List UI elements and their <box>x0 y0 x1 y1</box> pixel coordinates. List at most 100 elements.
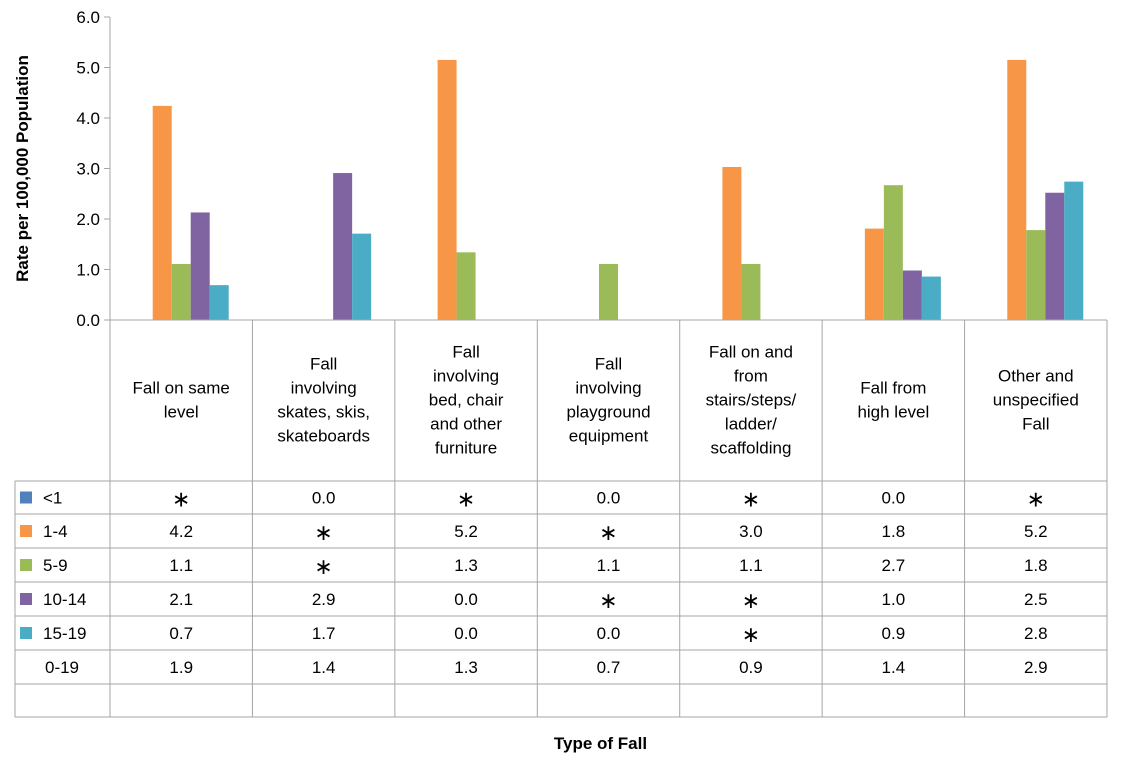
y-tick-label: 5.0 <box>76 59 100 78</box>
category-label-line: involving <box>291 379 357 398</box>
bar-15-19-cat-5 <box>921 276 941 320</box>
bar-10-14-cat-6 <box>1045 192 1065 320</box>
bar-5-9-cat-2 <box>456 252 476 320</box>
table-cell-value: 0.9 <box>739 658 763 677</box>
table-cell-value: 5.2 <box>1024 522 1048 541</box>
category-label-line: Fall on same <box>133 379 230 398</box>
legend-label: 10-14 <box>43 590 86 609</box>
table-cell-value: 0.7 <box>597 658 621 677</box>
category-label: Fall from high level <box>857 379 929 422</box>
y-tick-label: 6.0 <box>76 8 100 27</box>
category-label: Fall involving bed, chair and other furnitur… <box>429 343 504 458</box>
bar-1-4-cat-2 <box>437 59 457 321</box>
table-cell-value: 2.9 <box>1024 658 1048 677</box>
legend-label: 5-9 <box>43 556 68 575</box>
category-label-line: unspecified <box>993 391 1079 410</box>
category-label-line: scaffolding <box>710 439 791 458</box>
table-row-1-4: 1-4 4.2 ∗ 5.2 ∗ 3.0 1.8 5.2 <box>20 520 1048 545</box>
category-label-line: Other and <box>998 367 1074 386</box>
bar-5-9-cat-4 <box>741 263 761 320</box>
table-cell-value: 1.8 <box>1024 556 1048 575</box>
category-label-line: skates, skis, <box>277 403 370 422</box>
category-label: Fall involving playground equipment <box>566 355 650 446</box>
y-axis: 0.0 1.0 2.0 3.0 4.0 5.0 6.0 <box>76 8 111 330</box>
legend-label: <1 <box>43 489 62 508</box>
table-cell-value: 0.0 <box>454 624 478 643</box>
category-label-line: and other <box>430 415 502 434</box>
bar-5-9-cat-3 <box>599 263 618 320</box>
table-row--1: <1 ∗ 0.0 ∗ 0.0 ∗ 0.0 ∗ <box>20 487 1045 512</box>
category-label-line: from <box>734 367 768 386</box>
table-cell-value: 1.4 <box>882 658 906 677</box>
table-cell-value: 5.2 <box>454 522 478 541</box>
category-label-line: high level <box>857 403 929 422</box>
category-label: Other and unspecified Fall <box>993 367 1079 434</box>
table-cell-value: 1.4 <box>312 658 336 677</box>
table-cell-suppressed: ∗ <box>457 487 475 512</box>
bars <box>152 59 1084 321</box>
data-table: Fall on same level Fall involving skates, sk… <box>14 319 1108 718</box>
y-tick-label: 1.0 <box>76 261 100 280</box>
table-cell-value: 0.7 <box>169 624 193 643</box>
y-axis-title: Rate per 100,000 Population <box>13 55 32 282</box>
table-cell-value: 0.0 <box>454 590 478 609</box>
category-label-line: playground <box>566 403 650 422</box>
category-label-line: furniture <box>435 439 497 458</box>
table-cell-value: 2.5 <box>1024 590 1048 609</box>
category-label-line: Fall <box>595 355 622 374</box>
bar-10-14-cat-1 <box>333 173 353 320</box>
category-label: Fall on same level <box>133 379 230 422</box>
table-cell-value: 1.8 <box>882 522 906 541</box>
legend-label: 0-19 <box>45 658 79 677</box>
y-tick-label: 3.0 <box>76 160 100 179</box>
category-label-line: involving <box>433 367 499 386</box>
table-row-15-19: 15-19 0.7 1.7 0.0 0.0 ∗ 0.9 2.8 <box>20 622 1048 647</box>
y-tick-label: 4.0 <box>76 109 100 128</box>
category-label-line: stairs/steps/ <box>706 391 797 410</box>
table-cell-value: 1.9 <box>169 658 193 677</box>
y-tick-label: 0.0 <box>76 311 100 330</box>
category-label-line: skateboards <box>277 427 370 446</box>
category-label-line: Fall <box>310 355 337 374</box>
table-cell-suppressed: ∗ <box>172 487 190 512</box>
legend-key <box>20 627 32 639</box>
table-cell-value: 0.0 <box>882 489 906 508</box>
table-cell-value: 2.9 <box>312 590 336 609</box>
table-cell-value: 1.0 <box>882 590 906 609</box>
table-cell-suppressed: ∗ <box>314 554 332 579</box>
legend-key <box>20 593 32 605</box>
legend-key <box>20 559 32 571</box>
bar-15-19-cat-6 <box>1064 181 1084 320</box>
table-cell-value: 1.3 <box>454 556 478 575</box>
table-cell-suppressed: ∗ <box>742 588 760 613</box>
bar-10-14-cat-0 <box>190 212 210 320</box>
category-label: Fall involving skates, skis, skateboards <box>277 355 370 446</box>
legend-label: 15-19 <box>43 624 86 643</box>
category-label-line: Fall <box>1022 415 1049 434</box>
x-axis-title: Type of Fall <box>554 734 647 753</box>
table-cell-value: 0.0 <box>597 624 621 643</box>
table-row-5-9: 5-9 1.1 ∗ 1.3 1.1 1.1 2.7 1.8 <box>20 554 1048 579</box>
legend-key <box>20 491 32 504</box>
bar-15-19-cat-0 <box>209 285 229 320</box>
legend-key <box>20 525 32 537</box>
table-cell-suppressed: ∗ <box>742 622 760 647</box>
y-tick-label: 2.0 <box>76 210 100 229</box>
table-cell-value: 2.7 <box>882 556 906 575</box>
legend-label: 1-4 <box>43 522 68 541</box>
table-cell-suppressed: ∗ <box>1027 487 1045 512</box>
table-cell-value: 1.1 <box>597 556 621 575</box>
bar-5-9-cat-0 <box>171 263 191 320</box>
bar-15-19-cat-1 <box>352 233 372 320</box>
table-cell-value: 1.1 <box>739 556 763 575</box>
table-cell-suppressed: ∗ <box>599 520 617 545</box>
table-cell-suppressed: ∗ <box>314 520 332 545</box>
bar-1-4-cat-5 <box>864 228 884 320</box>
bar-1-4-cat-0 <box>152 105 172 320</box>
category-label: Fall on and from stairs/steps/ladder/scaff… <box>706 343 797 458</box>
table-cell-value: 2.8 <box>1024 624 1048 643</box>
category-label-line: Fall from <box>860 379 926 398</box>
table-cell-value: 1.7 <box>312 624 336 643</box>
